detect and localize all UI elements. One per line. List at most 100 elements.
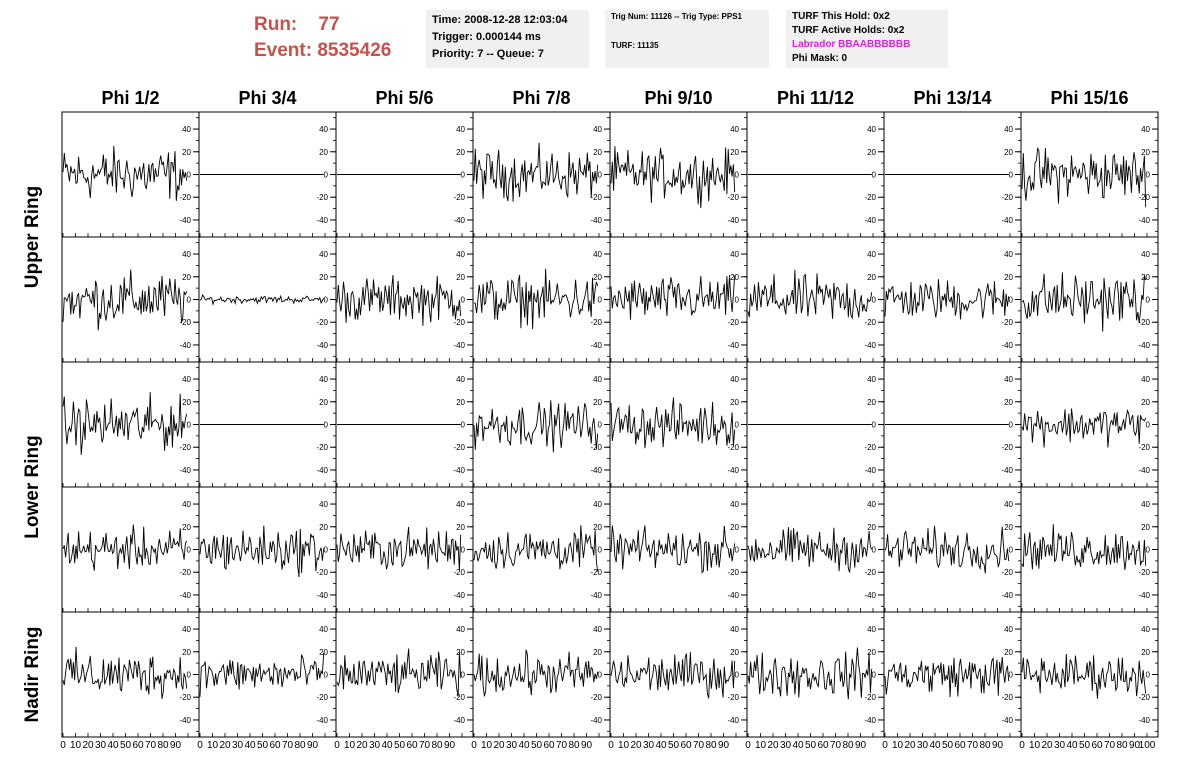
y-tick-label: -40 [864,716,876,725]
y-tick-label: -40 [316,716,328,725]
y-tick-label: 20 [319,148,328,157]
panel-frame [61,111,200,238]
y-tick-label: 0 [461,171,466,180]
event-value: 8535426 [317,40,392,61]
waveform-line [610,397,736,449]
y-tick-label: 0 [187,171,192,180]
y-tick-label: 20 [867,148,876,157]
y-tick-label: 40 [730,125,739,134]
y-tick-label: -20 [1138,443,1150,452]
column-header: Phi 9/10 [644,88,712,108]
waveform-line [62,646,188,699]
y-tick-label: 40 [319,625,328,634]
x-tick-label: 50 [120,740,132,751]
y-tick-label: 0 [598,671,603,680]
y-tick-label: 0 [735,296,740,305]
run-label: Run: [254,14,298,35]
panel-frame [198,611,337,738]
x-tick-label: 80 [431,740,443,751]
y-tick-label: 0 [872,546,877,555]
y-tick-label: -40 [453,591,465,600]
x-tick-label: 0 [882,740,888,751]
waveform-line [62,269,188,331]
y-tick-label: -40 [727,716,739,725]
panel-frame [61,611,200,738]
y-tick-label: -40 [590,341,602,350]
column-header: Phi 11/12 [777,88,854,108]
y-tick-label: 20 [593,648,602,657]
waveform-line [473,649,599,697]
waveform-line [62,524,188,571]
x-tick-label: 80 [705,740,717,751]
y-tick-label: 0 [187,671,192,680]
waveform-line [336,526,462,571]
x-tick-label: 50 [1079,740,1091,751]
y-tick-label: 0 [324,546,329,555]
waveform-line [610,146,736,209]
y-tick-label: 0 [1146,546,1151,555]
y-tick-label: 40 [456,375,465,384]
x-tick-label: 50 [668,740,680,751]
waveform-line [473,268,599,330]
y-tick-label: 0 [1009,671,1014,680]
x-tick-label: 90 [581,740,593,751]
y-tick-label: -40 [727,216,739,225]
y-tick-label: 0 [324,296,329,305]
x-tick-label: 20 [767,740,779,751]
waveform-line [1021,524,1147,570]
y-tick-label: 20 [182,523,191,532]
y-tick-label: -40 [179,466,191,475]
x-tick-label: 10 [892,740,904,751]
y-tick-label: 20 [867,648,876,657]
y-tick-label: 0 [735,421,740,430]
y-tick-label: -40 [727,591,739,600]
column-header: Phi 1/2 [101,88,159,108]
ring-label: Nadir Ring [22,626,43,722]
x-tick-label: 60 [954,740,966,751]
y-tick-label: -20 [590,568,602,577]
y-tick-label: 0 [872,421,877,430]
y-tick-label: 0 [1009,546,1014,555]
waveform-line [610,525,736,574]
y-tick-label: -20 [864,193,876,202]
y-tick-label: 0 [187,296,192,305]
waveform-line [473,525,599,572]
y-tick-label: 40 [1004,500,1013,509]
x-tick-label: 20 [219,740,231,751]
y-tick-label: -20 [316,443,328,452]
panel-frame [61,236,200,363]
y-tick-label: -20 [590,318,602,327]
y-tick-label: 0 [872,171,877,180]
y-tick-label: 40 [456,125,465,134]
y-tick-label: -40 [1001,716,1013,725]
x-tick-label: 0 [608,740,614,751]
y-tick-label: 40 [182,250,191,259]
y-tick-label: -20 [316,693,328,702]
y-tick-label: 40 [319,250,328,259]
y-tick-label: 40 [867,250,876,259]
x-tick-label: 70 [556,740,568,751]
y-tick-label: 20 [1141,398,1150,407]
y-tick-label: 20 [319,273,328,282]
y-tick-label: 40 [867,125,876,134]
x-tick-label: 90 [718,740,730,751]
y-tick-label: -20 [316,318,328,327]
panel-frame [746,236,885,363]
y-tick-label: 20 [319,648,328,657]
y-tick-label: 20 [593,273,602,282]
x-tick-label: 20 [1041,740,1053,751]
x-tick-label: 40 [929,740,941,751]
y-tick-label: -20 [1138,193,1150,202]
x-tick-label: 40 [244,740,256,751]
panel-frame [609,486,748,613]
x-tick-label: 30 [95,740,107,751]
y-tick-label: 0 [872,296,877,305]
y-tick-label: 40 [456,250,465,259]
x-tick-label: 80 [568,740,580,751]
y-tick-label: 20 [182,148,191,157]
y-tick-label: -40 [453,716,465,725]
y-tick-label: 20 [867,398,876,407]
y-tick-label: -20 [727,568,739,577]
turf-hold-text: TURF This Hold: 0x2 [792,11,890,22]
panel-frame [335,486,474,613]
